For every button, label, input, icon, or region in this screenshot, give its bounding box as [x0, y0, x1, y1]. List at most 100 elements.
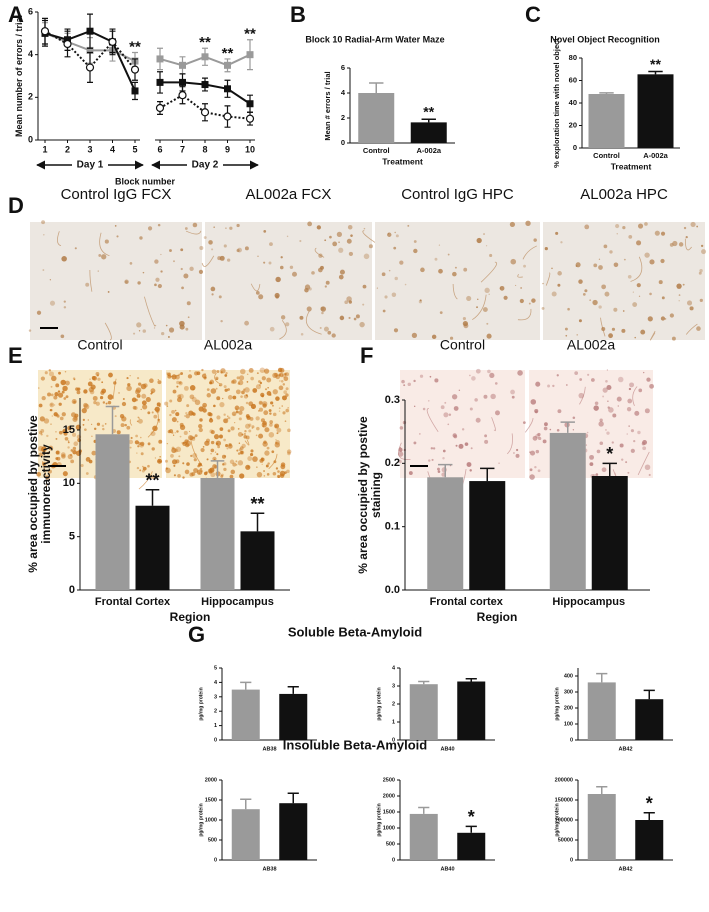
stain — [160, 270, 163, 273]
group-title: Insoluble Beta-Amyloid — [283, 737, 428, 752]
micrograph-label: Control — [440, 337, 485, 353]
stain — [276, 427, 282, 433]
stain — [388, 269, 391, 272]
stain — [211, 369, 217, 374]
stain — [395, 234, 399, 238]
stain — [128, 439, 134, 445]
stain — [83, 403, 90, 410]
stain — [180, 248, 184, 252]
stain — [275, 396, 280, 401]
stain — [519, 298, 524, 304]
stain — [606, 384, 612, 391]
stain — [210, 440, 215, 445]
stain — [194, 399, 201, 406]
y-tick-label: 100000 — [555, 817, 573, 823]
stain — [262, 441, 268, 447]
x-tick-label: A-002a — [416, 146, 441, 155]
stain — [285, 393, 289, 397]
stain — [266, 446, 270, 450]
fiber — [185, 230, 202, 235]
stain — [248, 367, 254, 373]
stain — [255, 384, 262, 390]
marker — [178, 91, 187, 100]
stain — [263, 475, 266, 477]
marker — [201, 81, 209, 89]
y-tick-label: 2 — [392, 701, 395, 707]
stain — [285, 387, 289, 391]
stain — [616, 396, 622, 402]
stain — [177, 474, 181, 478]
stain — [701, 249, 707, 255]
stain — [644, 464, 651, 471]
stain — [218, 434, 223, 439]
stain — [362, 303, 365, 306]
stain — [166, 405, 169, 407]
stain — [398, 447, 403, 452]
stain — [61, 454, 66, 459]
fiber — [545, 272, 551, 286]
stain — [611, 441, 614, 444]
stain — [593, 405, 599, 411]
stain — [584, 289, 588, 293]
stain — [70, 412, 76, 418]
stain — [431, 334, 437, 340]
stain — [282, 383, 286, 386]
stain — [56, 414, 60, 418]
stain — [327, 330, 332, 335]
stain — [227, 388, 230, 391]
error-bar — [250, 512, 265, 532]
stain — [646, 377, 651, 382]
y-axis-label: % area occupied by postive immunoreactiv… — [25, 415, 53, 573]
stain — [129, 375, 131, 377]
stain — [608, 407, 614, 413]
stain — [660, 316, 666, 321]
stain — [422, 407, 426, 411]
stain — [649, 383, 654, 389]
stain — [265, 464, 269, 468]
stain — [80, 464, 84, 468]
panel-letter: E — [8, 343, 23, 368]
stain — [413, 405, 416, 408]
stain — [208, 412, 213, 417]
bar — [457, 681, 486, 740]
stain — [672, 240, 678, 247]
stain — [280, 379, 284, 383]
annotation: ** — [244, 26, 256, 43]
stain — [73, 441, 79, 447]
stain — [599, 418, 603, 422]
stain — [227, 416, 231, 420]
stain — [236, 376, 240, 380]
stain — [183, 430, 188, 435]
y-tick-label: 6 — [28, 6, 33, 16]
stain — [75, 387, 79, 391]
stain — [43, 233, 45, 236]
stain — [575, 262, 581, 268]
stain — [359, 321, 365, 328]
x-tick-label: 1 — [42, 144, 47, 154]
stain — [320, 306, 327, 312]
stain — [279, 380, 281, 382]
stain — [685, 235, 688, 239]
stain — [619, 443, 624, 448]
stain — [626, 433, 628, 435]
stain — [61, 256, 67, 262]
error-bar — [287, 792, 299, 804]
stain — [168, 327, 175, 333]
stain — [576, 334, 579, 336]
stain — [154, 324, 157, 327]
fiber — [517, 308, 532, 321]
stain — [621, 328, 626, 333]
stain — [154, 406, 160, 412]
stain — [158, 420, 161, 423]
stain — [471, 376, 476, 381]
stain — [469, 469, 472, 472]
stain — [257, 410, 260, 412]
stain — [442, 449, 446, 453]
stain — [227, 415, 229, 417]
marker — [155, 103, 165, 113]
stain — [198, 269, 204, 274]
stain — [564, 327, 568, 331]
annotation: ** — [129, 39, 141, 56]
stain — [38, 445, 44, 452]
